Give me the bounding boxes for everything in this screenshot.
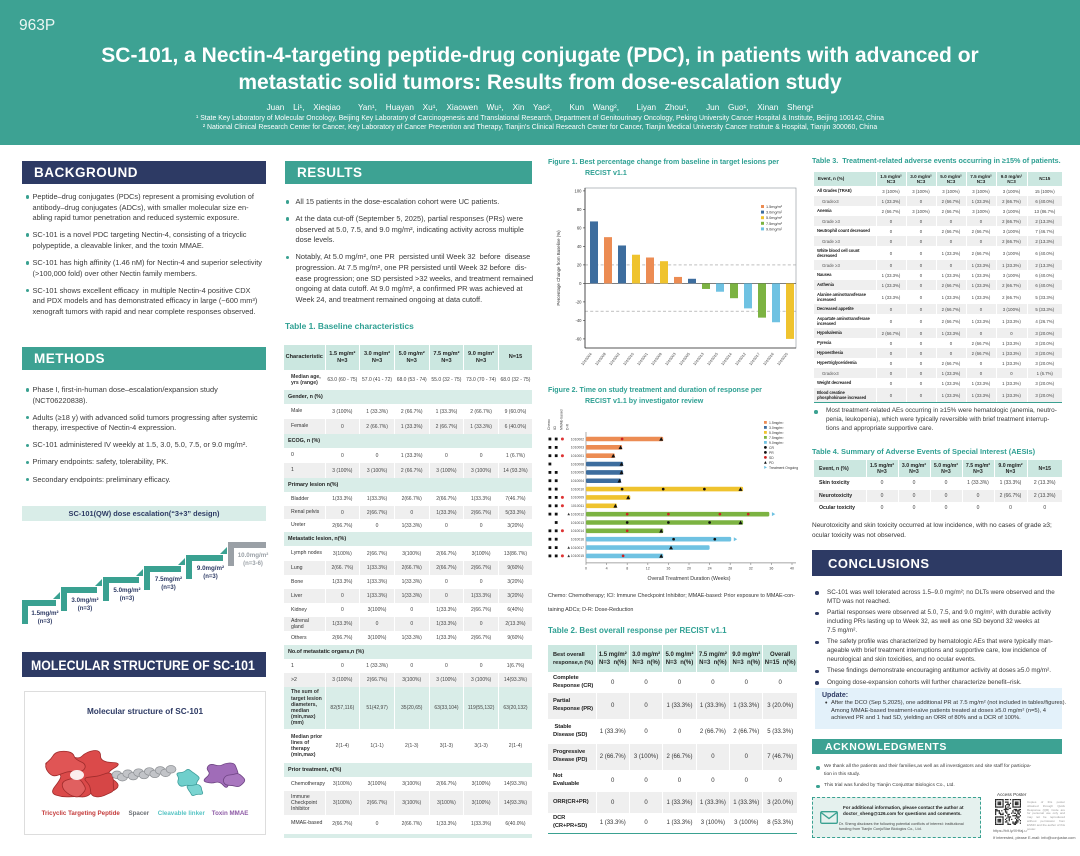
svg-text:1010020: 1010020	[777, 352, 789, 366]
svg-text:D-R: D-R	[566, 423, 570, 430]
svg-text:9.0mg/m²: 9.0mg/m²	[769, 441, 784, 445]
svg-text:Percentage Change from Baselin: Percentage Change from Baseline (%)	[556, 230, 561, 306]
svg-text:(n=3): (n=3)	[78, 606, 93, 612]
svg-text:CR: CR	[769, 446, 774, 450]
svg-text:7.5mg/m²: 7.5mg/m²	[766, 222, 783, 226]
svg-text:1010002: 1010002	[609, 352, 621, 366]
svg-text:PR: PR	[769, 451, 774, 455]
svg-text:1010017: 1010017	[749, 352, 761, 366]
svg-text:-20: -20	[575, 299, 582, 304]
svg-text:24: 24	[708, 566, 712, 570]
svg-text:36: 36	[769, 566, 773, 570]
svg-text:1010002: 1010002	[571, 437, 584, 441]
svg-text:3.0mg/m²: 3.0mg/m²	[769, 426, 784, 430]
svg-text:16: 16	[666, 566, 670, 570]
svg-text:PD: PD	[769, 461, 774, 465]
svg-text:(n=3): (n=3)	[120, 596, 135, 602]
svg-text:1010003: 1010003	[665, 352, 677, 366]
svg-text:1010003: 1010003	[571, 446, 584, 450]
svg-text:1010017: 1010017	[571, 546, 584, 550]
svg-text:ICI: ICI	[553, 426, 557, 430]
svg-text:(n=3): (n=3)	[203, 574, 218, 580]
svg-text:1010004: 1010004	[571, 479, 584, 483]
svg-text:28: 28	[728, 566, 732, 570]
svg-text:0: 0	[585, 566, 587, 570]
svg-text:1010012: 1010012	[571, 512, 584, 516]
svg-text:12: 12	[646, 566, 650, 570]
svg-text:-60: -60	[575, 336, 582, 341]
svg-text:(n=3-6): (n=3-6)	[243, 561, 263, 567]
svg-text:9.0mg/m²: 9.0mg/m²	[197, 565, 224, 572]
svg-text:1010013: 1010013	[571, 521, 584, 525]
svg-text:80: 80	[577, 207, 582, 212]
svg-text:1010016: 1010016	[571, 538, 584, 542]
svg-text:Chemo: Chemo	[547, 419, 551, 430]
svg-text:1010014: 1010014	[571, 529, 584, 533]
svg-text:3.0mg/m²: 3.0mg/m²	[71, 597, 98, 604]
svg-text:1010001: 1010001	[637, 352, 649, 366]
svg-text:32: 32	[749, 566, 753, 570]
svg-text:1.5mg/m²: 1.5mg/m²	[769, 421, 784, 425]
svg-text:20: 20	[577, 262, 582, 267]
svg-text:1010011: 1010011	[571, 504, 584, 508]
svg-text:SD: SD	[769, 456, 774, 460]
svg-text:1.5mg/m²: 1.5mg/m²	[766, 205, 783, 209]
svg-text:MMAE-based: MMAE-based	[559, 409, 563, 430]
svg-text:10.0mg/m²: 10.0mg/m²	[238, 552, 269, 559]
svg-text:1010008: 1010008	[571, 462, 584, 466]
svg-text:40: 40	[790, 566, 794, 570]
svg-text:3.0mg/m²: 3.0mg/m²	[766, 211, 783, 215]
svg-text:5.0mg/m²: 5.0mg/m²	[113, 587, 140, 594]
svg-text:1010012: 1010012	[735, 352, 747, 366]
svg-text:Overall Treatment Duration (We: Overall Treatment Duration (Weeks)	[648, 576, 731, 582]
svg-text:1010015: 1010015	[707, 352, 719, 366]
svg-text:1010013: 1010013	[693, 352, 705, 366]
svg-text:7.5mg/m²: 7.5mg/m²	[155, 576, 182, 583]
svg-text:9.0mg/m²: 9.0mg/m²	[766, 227, 783, 231]
svg-text:7.5mg/m²: 7.5mg/m²	[769, 436, 784, 440]
svg-text:(n=3): (n=3)	[38, 619, 53, 625]
svg-text:8: 8	[626, 566, 628, 570]
svg-text:Treatment Ongoing: Treatment Ongoing	[769, 466, 798, 470]
svg-text:1.5mg/m²: 1.5mg/m²	[31, 610, 58, 617]
svg-text:60: 60	[577, 225, 582, 230]
svg-text:1010004: 1010004	[581, 352, 593, 366]
svg-text:1010009: 1010009	[571, 496, 584, 500]
svg-text:1010015: 1010015	[571, 554, 584, 558]
svg-text:(n=3): (n=3)	[161, 585, 176, 591]
svg-text:1010010: 1010010	[623, 352, 635, 366]
svg-text:1010014: 1010014	[721, 352, 733, 366]
svg-text:4: 4	[606, 566, 608, 570]
svg-text:40: 40	[577, 244, 582, 249]
svg-text:1010005: 1010005	[679, 352, 691, 366]
svg-text:100: 100	[575, 188, 583, 193]
svg-text:1010010: 1010010	[571, 487, 584, 491]
svg-text:1010001: 1010001	[571, 454, 584, 458]
svg-text:1010009: 1010009	[651, 352, 663, 366]
svg-text:5.0mg/m²: 5.0mg/m²	[766, 216, 783, 220]
svg-text:-40: -40	[575, 318, 582, 323]
svg-text:1010016: 1010016	[763, 352, 775, 366]
svg-text:20: 20	[687, 566, 691, 570]
svg-text:1010005: 1010005	[571, 471, 584, 475]
svg-text:0: 0	[579, 281, 582, 286]
svg-text:1010008: 1010008	[595, 352, 607, 366]
svg-text:5.0mg/m²: 5.0mg/m²	[769, 431, 784, 435]
